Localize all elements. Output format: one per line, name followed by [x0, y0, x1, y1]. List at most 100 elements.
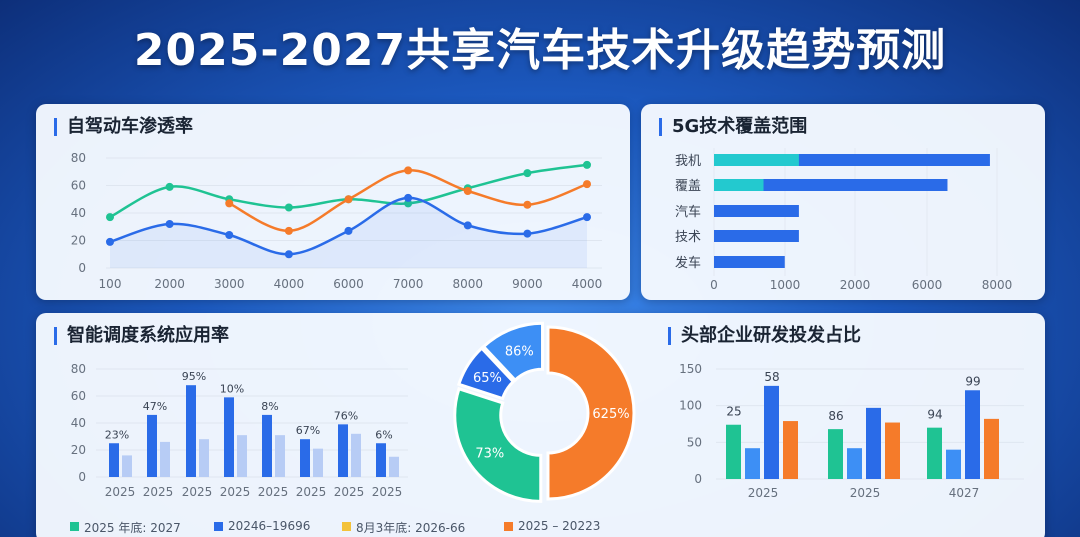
dispatch-panel: 智能调度系统应用率 头部企业研发投发占比 0 20 40 60 80 23% 2025 47%… [36, 313, 1045, 537]
y-tick-0: 0 [78, 261, 86, 275]
series-0-point-3 [284, 203, 293, 212]
dispatch-bar-b-0 [122, 455, 132, 477]
bar-blue-4 [714, 256, 785, 268]
coverage-panel: 5G技术覆盖范围 0 1000 2000 6000 8000 我机 覆盖 汽车 技术 发车 [641, 104, 1045, 300]
rd-y-tick-2: 100 [679, 399, 702, 413]
dispatch-y-tick-3: 60 [71, 389, 86, 403]
dispatch-data-label-6: 76% [334, 409, 358, 422]
series-2-point-7 [523, 229, 532, 238]
coverage-chart-title: 5G技术覆盖范围 [659, 118, 807, 136]
donut-slice-0 [546, 325, 636, 501]
dispatch-x-tick-4: 2025 [258, 485, 289, 499]
x-tick-8: 4000 [572, 277, 603, 291]
rd-group-label-0: 25 [726, 405, 741, 419]
rd-bar-0-1 [745, 448, 760, 479]
rd-bar-0-2 [764, 385, 779, 479]
donut-label-2: 65% [473, 371, 502, 386]
legend-label-3: 2025 – 20223 [518, 519, 601, 533]
dispatch-y-tick-0: 0 [78, 470, 86, 484]
x-tick-4: 6000 [333, 277, 364, 291]
rd-x-tick-2: 4027 [949, 486, 980, 500]
dispatch-data-label-3: 10% [220, 382, 244, 395]
series-1-point-4 [463, 187, 472, 195]
y-tick-1: 20 [71, 234, 86, 248]
x-tick-0: 0 [710, 278, 718, 292]
rd-y-tick-1: 50 [687, 435, 702, 449]
dispatch-bar-b-4 [275, 435, 285, 477]
donut-slice-2 [456, 346, 516, 401]
category-label-3: 技术 [675, 230, 701, 245]
dispatch-bar-a-5 [300, 439, 310, 477]
dispatch-bar-b-1 [160, 441, 170, 477]
x-tick-5: 7000 [393, 277, 424, 291]
rd-group-label-2: 94 [927, 408, 942, 422]
category-label-4: 发车 [675, 255, 701, 271]
series-2-point-0 [106, 237, 114, 246]
series-0-point-0 [106, 213, 114, 222]
series-line-0 [109, 163, 588, 219]
x-tick-0: 100 [99, 277, 122, 291]
dispatch-x-tick-6: 2025 [334, 485, 365, 499]
page-title: 2025-2027共享汽车技术升级趋势预测 [133, 25, 947, 76]
bar-teal-1 [714, 179, 764, 191]
rd-bar-1-0 [828, 429, 843, 479]
dispatch-chart-title: 智能调度系统应用率 [54, 327, 229, 345]
dispatch-data-label-7: 6% [375, 428, 392, 441]
series-0-point-5 [404, 199, 413, 208]
series-0-point-7 [523, 169, 532, 178]
rd-bar-2-2 [965, 390, 980, 479]
dispatch-y-tick-1: 20 [71, 443, 86, 457]
dispatch-bar-b-2 [199, 439, 209, 477]
penetration-panel: 自驾动车渗透率 0 20 40 60 80 100 2000 3000 4000 6000 7000… [36, 104, 630, 300]
legend-swatch-2 [342, 522, 351, 531]
donut-slice-3 [481, 321, 545, 383]
series-0-point-8 [583, 160, 591, 169]
series-2-point-2 [225, 231, 234, 239]
rd-chart-title: 头部企业研发投发占比 [668, 327, 861, 345]
donut-label-1: 73% [475, 446, 504, 461]
dispatch-data-label-1: 47% [143, 400, 167, 413]
series-1-point-2 [344, 195, 353, 204]
series-2-point-3 [284, 250, 293, 259]
x-tick-1: 2000 [154, 277, 185, 291]
penetration-chart-title: 自驾动车渗透率 [54, 118, 193, 136]
series-1-point-0 [225, 199, 234, 208]
series-2-point-1 [165, 220, 174, 228]
donut-label-3: 86% [505, 345, 534, 360]
category-label-1: 覆盖 [675, 179, 701, 194]
legend-swatch-1 [214, 522, 223, 531]
dispatch-x-tick-1: 2025 [143, 485, 174, 499]
dispatch-bar-a-0 [109, 443, 119, 477]
legend-swatch-0 [70, 522, 79, 531]
penetration-line-chart: 0 20 40 60 80 100 2000 3000 4000 6000 7000 8000 9000… [71, 151, 603, 291]
dispatch-bar-a-4 [262, 414, 272, 477]
dispatch-y-tick-2: 40 [71, 416, 86, 430]
dispatch-bar-a-7 [376, 443, 386, 477]
legend-label-0: 2025 年底: 2027 [84, 521, 181, 535]
category-label-2: 汽车 [675, 204, 701, 220]
dispatch-data-label-4: 8% [261, 400, 278, 413]
x-tick-3: 4000 [274, 277, 305, 291]
dispatch-data-label-5: 67% [296, 424, 320, 437]
rd-bar-1-3 [885, 422, 900, 479]
series-2-point-6 [463, 221, 472, 230]
dispatch-x-tick-5: 2025 [296, 485, 327, 499]
y-tick-3: 60 [71, 179, 86, 193]
dispatch-bar-b-5 [313, 448, 323, 477]
dispatch-data-label-0: 23% [105, 428, 129, 441]
rd-peak-label-0: 58 [764, 370, 779, 384]
rd-bar-0-0 [726, 424, 741, 479]
dispatch-data-label-2: 95% [182, 370, 206, 383]
rd-bar-0-3 [783, 421, 798, 479]
rd-bar-1-2 [866, 407, 881, 479]
rd-bar-2-0 [927, 427, 942, 479]
series-1-point-3 [404, 166, 413, 175]
dispatch-y-tick-4: 80 [71, 362, 86, 376]
dispatch-bar-a-3 [224, 397, 234, 477]
series-1-point-5 [523, 200, 532, 209]
x-tick-2: 3000 [214, 277, 245, 291]
legend-swatch-3 [504, 522, 513, 531]
dispatch-x-tick-7: 2025 [372, 485, 403, 499]
x-tick-6: 8000 [452, 277, 483, 291]
